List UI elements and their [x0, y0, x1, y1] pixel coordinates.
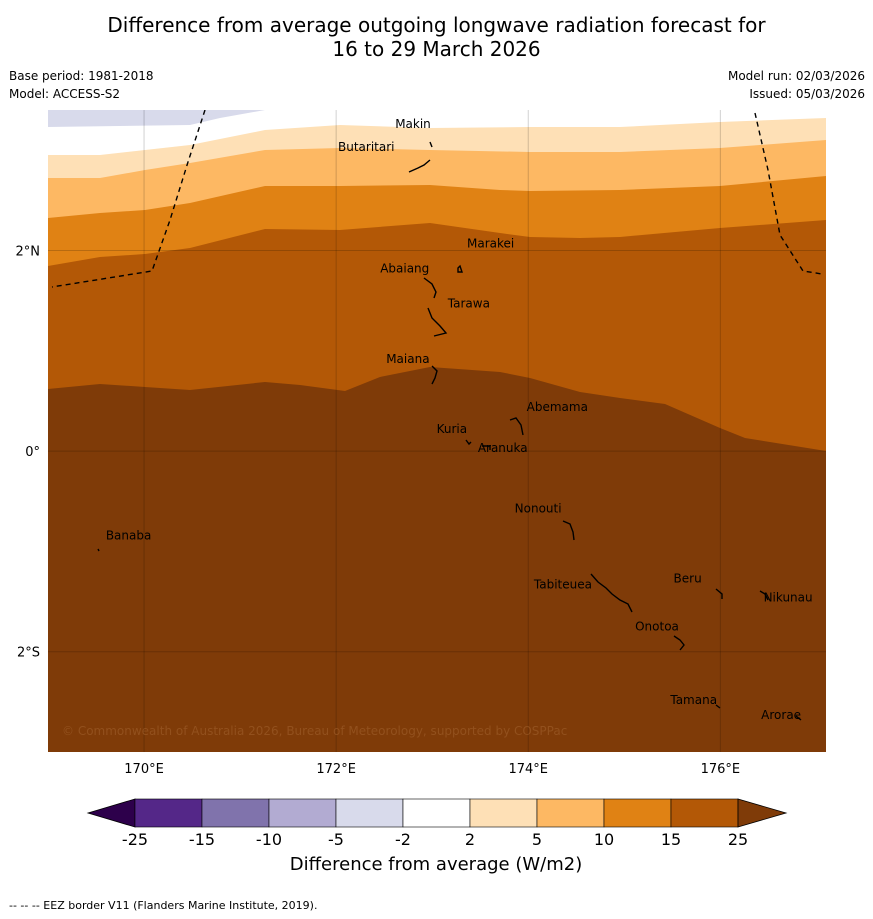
- colorbar-tick-label: 2: [465, 830, 475, 849]
- colorbar-tick-label: 5: [532, 830, 542, 849]
- banaba-shape: [97, 548, 100, 552]
- colorbar-bin: [402, 798, 471, 828]
- abaiang-shape: [423, 277, 437, 299]
- lon-tick-label: 176°E: [701, 762, 741, 777]
- colorbar-bin: [268, 798, 337, 828]
- island-label: Tarawa: [447, 297, 490, 311]
- onotoa-shape: [673, 635, 685, 651]
- title-line-1: Difference from average outgoing longwav…: [107, 13, 766, 37]
- eez-border-east: [754, 112, 823, 275]
- lat-tick-label: 0°: [25, 445, 40, 460]
- colorbar-tick-label: 25: [728, 830, 748, 849]
- island-label: Onotoa: [635, 620, 679, 634]
- island-label: Tamana: [669, 693, 717, 707]
- lat-tick-label: 2°N: [16, 244, 41, 259]
- island-label: Nikunau: [764, 590, 813, 604]
- base-period: Base period: 1981-2018: [9, 69, 154, 83]
- island-shapes: [97, 141, 802, 721]
- nonouti-shape: [562, 520, 575, 541]
- kuria-shape: [465, 439, 472, 446]
- island-label: Banaba: [106, 528, 152, 542]
- colorbar-tick-label: -2: [395, 830, 411, 849]
- model-run: Model run: 02/03/2026: [727, 69, 865, 83]
- map-title: Difference from average outgoing longwav…: [0, 13, 873, 61]
- island-label: Maiana: [386, 352, 429, 366]
- gridlines: [48, 110, 826, 752]
- colorbar-bin: [603, 798, 672, 828]
- island-label: Beru: [674, 571, 702, 585]
- colorbar: -25 -15 -10 -5 -2 2 5 10 15 25: [86, 798, 788, 849]
- lon-tick-label: 172°E: [316, 762, 356, 777]
- island-label: Makin: [395, 117, 431, 131]
- aranuka-shape: [482, 445, 491, 450]
- tarawa-shape: [427, 307, 448, 337]
- marakei-shape: [457, 264, 463, 273]
- colorbar-tick-label: -25: [122, 830, 148, 849]
- colorbar-tick-label: -10: [256, 830, 282, 849]
- colorbar-tick-label: -15: [189, 830, 215, 849]
- island-label: Tabiteuea: [533, 577, 592, 591]
- butaritari-shape: [408, 159, 431, 173]
- axis-labels: 170°E 172°E 174°E 176°E 2°N 0° 2°S: [16, 244, 741, 777]
- lon-tick-label: 170°E: [124, 762, 164, 777]
- colorbar-extend-high: [737, 798, 788, 828]
- island-label: Aranuka: [478, 441, 528, 455]
- colorbar-bin: [134, 798, 203, 828]
- island-label: Marakei: [467, 236, 514, 250]
- tabiteuea-shape: [590, 573, 633, 613]
- model-name: Model: ACCESS-S2: [9, 87, 121, 101]
- maiana-shape: [431, 365, 438, 385]
- makin-shape: [429, 141, 433, 148]
- nikunau-shape: [759, 590, 769, 601]
- island-label: Abemama: [527, 400, 588, 414]
- colorbar-extend-low: [86, 798, 136, 828]
- colorbar-tick-label: 10: [594, 830, 614, 849]
- lon-tick-label: 174°E: [508, 762, 548, 777]
- eez-footer-note: -- -- -- EEZ border V11 (Flanders Marine…: [9, 899, 318, 912]
- island-label: Nonouti: [515, 501, 562, 515]
- meta-left: Base period: 1981-2018 Model: ACCESS-S2: [9, 67, 154, 103]
- colorbar-bin: [335, 798, 404, 828]
- colorbar-label: Difference from average (W/m2): [290, 854, 582, 875]
- island-label: Butaritari: [338, 140, 395, 154]
- issued-date: Issued: 05/03/2026: [749, 87, 865, 101]
- tamana-shape: [715, 704, 721, 709]
- lat-tick-label: 2°S: [17, 646, 40, 661]
- colorbar-bin: [469, 798, 538, 828]
- arorae-shape: [795, 715, 802, 721]
- island-label: Abaiang: [380, 261, 429, 275]
- meta-right: Model run: 02/03/2026 Issued: 05/03/2026: [728, 67, 865, 103]
- band-above-25: [48, 367, 826, 752]
- eez-border-west: [51, 110, 206, 288]
- colorbar-bin: [536, 798, 605, 828]
- band-neg-2-to-neg-5: [48, 110, 265, 127]
- abemama-shape: [509, 417, 524, 436]
- colorbar-bin: [201, 798, 270, 828]
- island-label: Arorae: [761, 708, 801, 722]
- colorbar-tick-label: 15: [661, 830, 681, 849]
- beru-shape: [715, 588, 723, 599]
- island-label: Kuria: [437, 422, 468, 436]
- copyright-text: © Commonwealth of Australia 2026, Bureau…: [62, 724, 567, 738]
- title-line-2: 16 to 29 March 2026: [332, 37, 541, 61]
- colorbar-tick-label: -5: [328, 830, 344, 849]
- colorbar-bin: [670, 798, 739, 828]
